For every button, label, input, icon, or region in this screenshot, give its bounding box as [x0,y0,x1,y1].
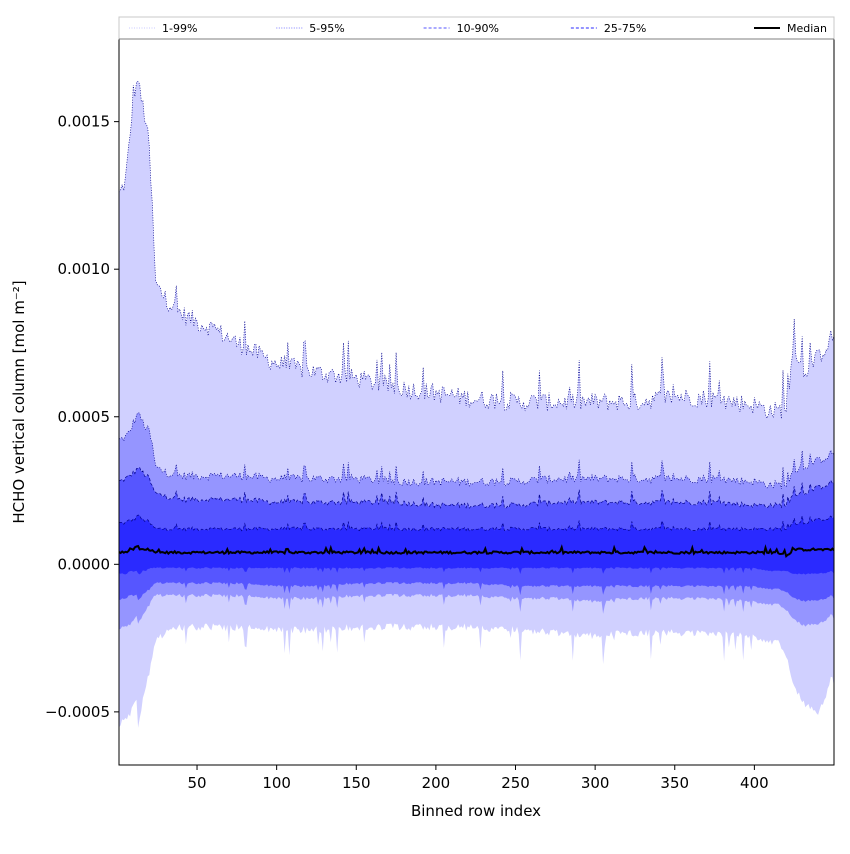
legend-label: 1-99% [162,22,197,35]
y-tick-label: 0.0010 [58,260,111,278]
x-tick-label: 150 [342,774,371,792]
band-25-75pct [119,515,834,575]
x-tick-label: 100 [262,774,291,792]
y-tick-label: 0.0000 [58,555,111,573]
legend: 1-99% 5-95% 10-90% 25-75% Median [118,16,835,40]
legend-item: 10-90% [423,22,499,35]
x-tick-label: 400 [740,774,769,792]
y-tick-label: −0.0005 [45,703,110,721]
legend-label: 25-75% [604,22,646,35]
legend-item: 5-95% [276,22,345,35]
median-line [119,544,834,559]
percentile-lines [119,81,834,559]
y-axis: −0.0005 0.0000 0.0005 0.0010 0.0015 [45,113,119,721]
legend-label: 5-95% [309,22,344,35]
legend-item: 25-75% [570,22,646,35]
legend-item: 1-99% [129,22,197,35]
x-axis: 50 100 150 200 250 300 350 400 [187,765,769,792]
x-tick-label: 350 [660,774,689,792]
x-tick-label: 250 [501,774,530,792]
legend-label: Median [787,22,827,35]
band-1-99pct [119,81,834,728]
legend-item: Median [754,22,827,35]
y-axis-label: HCHO vertical column [mol m⁻²] [10,280,28,523]
percentile-bands [119,81,834,728]
x-tick-label: 300 [581,774,610,792]
line-5-95pct-upper [119,412,834,489]
y-tick-label: 0.0005 [58,408,111,426]
line-1-99pct-upper [119,81,834,420]
x-axis-label: Binned row index [411,802,541,820]
legend-label: 10-90% [457,22,499,35]
x-tick-label: 200 [422,774,451,792]
y-tick-label: 0.0015 [58,113,111,131]
line-25-75pct-upper [119,514,834,532]
x-tick-label: 50 [187,774,206,792]
